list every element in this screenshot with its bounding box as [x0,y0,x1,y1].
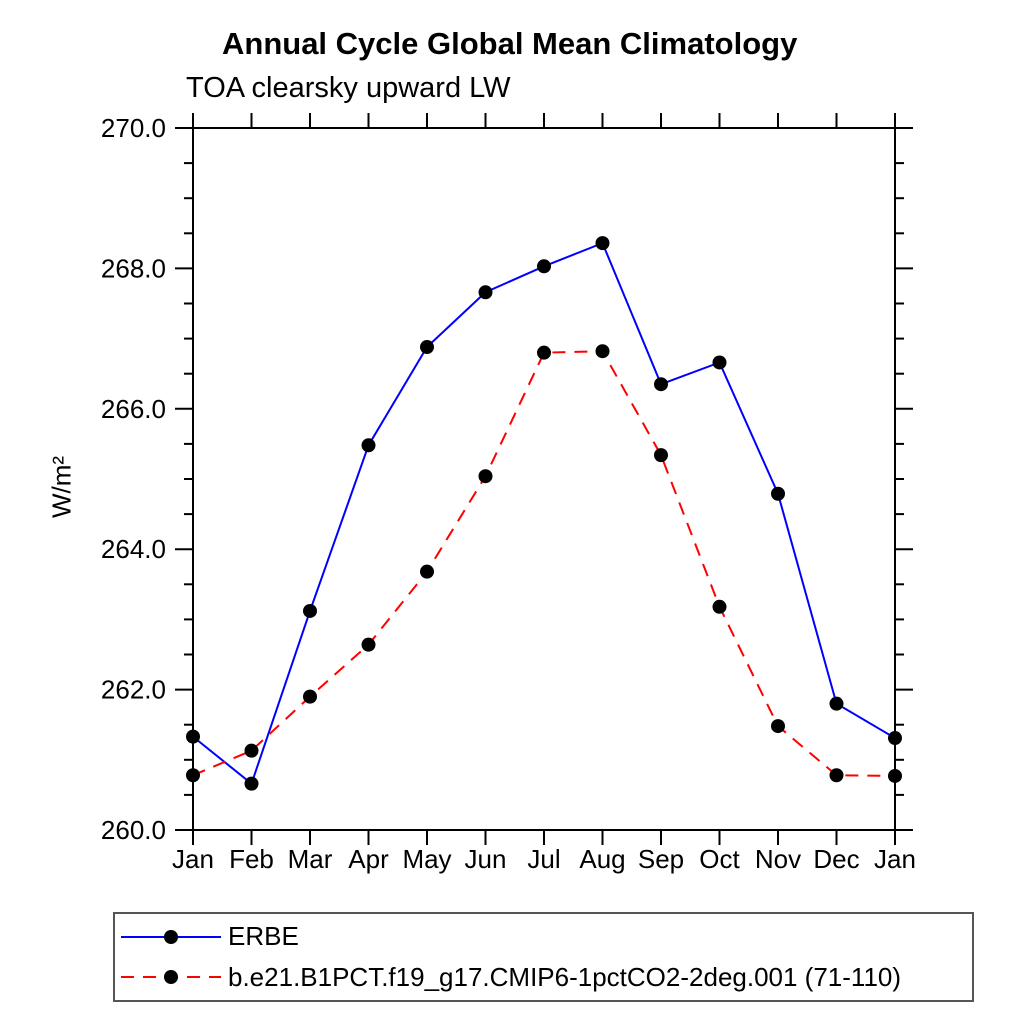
x-tick-label: Dec [813,844,859,874]
data-point-marker [654,377,668,392]
x-tick-label: Nov [755,844,801,874]
legend-item-erbe: ERBE [119,919,968,955]
x-tick-label: May [402,844,451,874]
data-point-marker [478,469,493,484]
y-tick-label: 270.0 [101,113,166,143]
data-point-marker [478,285,493,300]
legend-swatch-erbe-line-icon [121,929,221,944]
data-point-marker [888,768,902,783]
series-line-1 [192,350,896,777]
y-tick-label: 264.0 [101,534,166,564]
data-point-marker [595,344,610,359]
y-tick-label: 262.0 [101,675,166,705]
data-point-marker [186,768,200,783]
chart-title: Annual Cycle Global Mean Climatology [222,26,798,61]
data-point-marker [361,438,376,453]
legend: ERBE b.e21.B1PCT.f19_g17.CMIP6-1pctCO2-2… [113,912,974,1002]
data-point-marker [420,340,434,355]
x-tick-label: Feb [229,844,274,874]
data-point-marker [771,719,785,734]
data-point-marker [244,776,259,791]
x-tick-label: Oct [699,844,740,874]
legend-label-erbe: ERBE [228,921,299,952]
data-point-marker [303,603,317,618]
x-tick-label: Jan [874,844,916,874]
legend-swatch-model-dashed-line-icon [121,970,221,985]
x-tick-label: Apr [348,844,389,874]
data-point-marker [537,259,551,274]
x-tick-label: Mar [288,844,333,874]
x-tick-label: Jan [172,844,214,874]
series-line-0 [192,241,896,786]
data-point-marker [888,731,902,746]
legend-item-model: b.e21.B1PCT.f19_g17.CMIP6-1pctCO2-2deg.0… [119,959,968,995]
data-point-marker [244,743,259,758]
data-point-marker [420,564,434,579]
y-tick-label: 260.0 [101,815,166,845]
x-tick-label: Sep [638,844,684,874]
data-point-marker [654,448,668,463]
y-tick-label: 266.0 [101,394,166,424]
data-point-marker [186,729,200,744]
data-point-marker [712,599,727,614]
data-point-marker [595,236,610,251]
x-tick-label: Aug [579,844,625,874]
data-point-marker [303,689,317,704]
data-point-marker [771,486,785,501]
data-point-marker [361,637,376,652]
data-point-marker [829,768,844,783]
data-point-marker [829,696,844,711]
legend-label-model: b.e21.B1PCT.f19_g17.CMIP6-1pctCO2-2deg.0… [228,961,902,992]
x-tick-label: Jul [527,844,560,874]
x-tick-label: Jun [465,844,507,874]
plot-frame [192,127,896,831]
y-tick-label: 268.0 [101,253,166,283]
data-point-marker [712,355,727,370]
data-point-marker [537,345,551,360]
chart-subtitle: TOA clearsky upward LW [186,72,511,104]
